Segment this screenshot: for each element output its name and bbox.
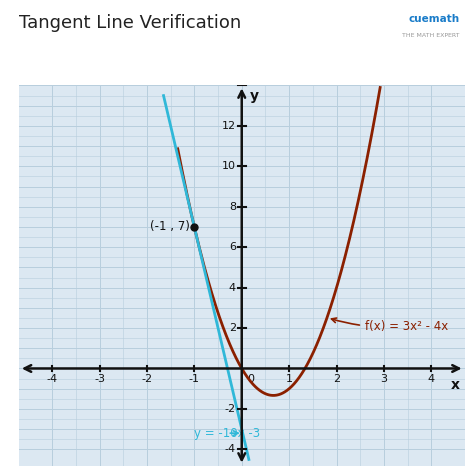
Text: -4: -4 — [46, 374, 58, 384]
Text: 4: 4 — [229, 283, 236, 293]
Text: 2: 2 — [229, 323, 236, 333]
Text: -1: -1 — [189, 374, 200, 384]
Text: y: y — [250, 88, 259, 103]
Text: -2: -2 — [225, 404, 236, 414]
Text: 6: 6 — [229, 242, 236, 252]
Text: THE MATH EXPERT: THE MATH EXPERT — [402, 33, 460, 38]
Text: 12: 12 — [222, 121, 236, 131]
Text: 4: 4 — [428, 374, 435, 384]
Text: cuemath: cuemath — [409, 14, 460, 24]
Text: -3: -3 — [94, 374, 105, 384]
Text: 3: 3 — [381, 374, 387, 384]
Text: 2: 2 — [333, 374, 340, 384]
Text: (-1 , 7): (-1 , 7) — [150, 220, 190, 234]
Text: -4: -4 — [225, 444, 236, 454]
Text: 1: 1 — [286, 374, 292, 384]
Text: 10: 10 — [222, 162, 236, 171]
Text: 0: 0 — [247, 374, 255, 384]
Text: 8: 8 — [229, 202, 236, 212]
Text: -2: -2 — [141, 374, 153, 384]
Text: f(x) = 3x² - 4x: f(x) = 3x² - 4x — [331, 318, 448, 333]
Text: y = -10x -3: y = -10x -3 — [194, 427, 261, 440]
Text: Tangent Line Verification: Tangent Line Verification — [19, 14, 241, 32]
Text: x: x — [451, 378, 460, 391]
